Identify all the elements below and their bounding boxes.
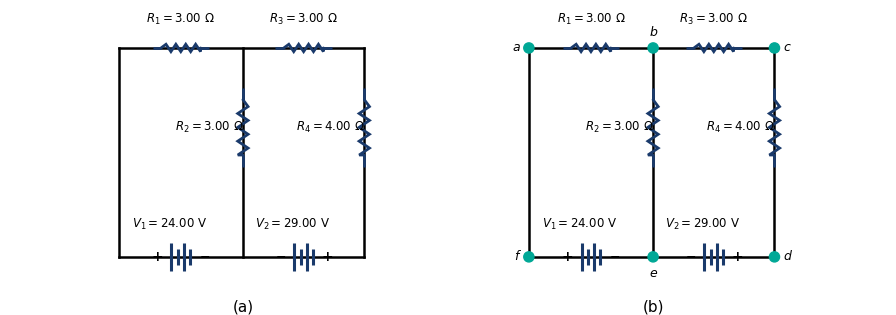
Text: $V_2 = 29.00$ V: $V_2 = 29.00$ V bbox=[665, 217, 740, 232]
Text: $-$: $-$ bbox=[199, 250, 210, 263]
Text: c: c bbox=[784, 42, 790, 54]
Text: $R_2 = 3.00\ \Omega$: $R_2 = 3.00\ \Omega$ bbox=[175, 120, 244, 135]
Text: (a): (a) bbox=[232, 299, 254, 314]
Text: $R_3 = 3.00\ \Omega$: $R_3 = 3.00\ \Omega$ bbox=[679, 12, 748, 27]
Text: $-$: $-$ bbox=[685, 250, 696, 263]
Text: $-$: $-$ bbox=[608, 250, 620, 263]
Text: +: + bbox=[731, 250, 743, 264]
Text: $R_1 = 3.00\ \Omega$: $R_1 = 3.00\ \Omega$ bbox=[556, 12, 625, 27]
Text: d: d bbox=[783, 250, 791, 263]
Text: +: + bbox=[151, 250, 163, 264]
Circle shape bbox=[770, 43, 780, 53]
Text: $R_4 = 4.00\ \Omega$: $R_4 = 4.00\ \Omega$ bbox=[296, 120, 365, 135]
Text: $V_1 = 24.00$ V: $V_1 = 24.00$ V bbox=[542, 217, 617, 232]
Text: e: e bbox=[650, 267, 657, 280]
Text: b: b bbox=[649, 26, 657, 39]
Text: +: + bbox=[562, 250, 573, 264]
Circle shape bbox=[648, 43, 659, 53]
Text: $V_1 = 24.00$ V: $V_1 = 24.00$ V bbox=[132, 217, 207, 232]
Text: +: + bbox=[322, 250, 333, 264]
Circle shape bbox=[524, 252, 534, 262]
Text: f: f bbox=[514, 250, 519, 263]
Text: $V_2 = 29.00$ V: $V_2 = 29.00$ V bbox=[254, 217, 330, 232]
Text: a: a bbox=[513, 42, 520, 54]
Text: (b): (b) bbox=[642, 299, 664, 314]
Text: $R_1 = 3.00\ \Omega$: $R_1 = 3.00\ \Omega$ bbox=[146, 12, 215, 27]
Text: $R_3 = 3.00\ \Omega$: $R_3 = 3.00\ \Omega$ bbox=[269, 12, 338, 27]
Text: $-$: $-$ bbox=[275, 250, 286, 263]
Text: $R_2 = 3.00\ \Omega$: $R_2 = 3.00\ \Omega$ bbox=[585, 120, 653, 135]
Circle shape bbox=[648, 252, 659, 262]
Circle shape bbox=[524, 43, 534, 53]
Text: $R_4 = 4.00\ \Omega$: $R_4 = 4.00\ \Omega$ bbox=[706, 120, 775, 135]
Circle shape bbox=[770, 252, 780, 262]
